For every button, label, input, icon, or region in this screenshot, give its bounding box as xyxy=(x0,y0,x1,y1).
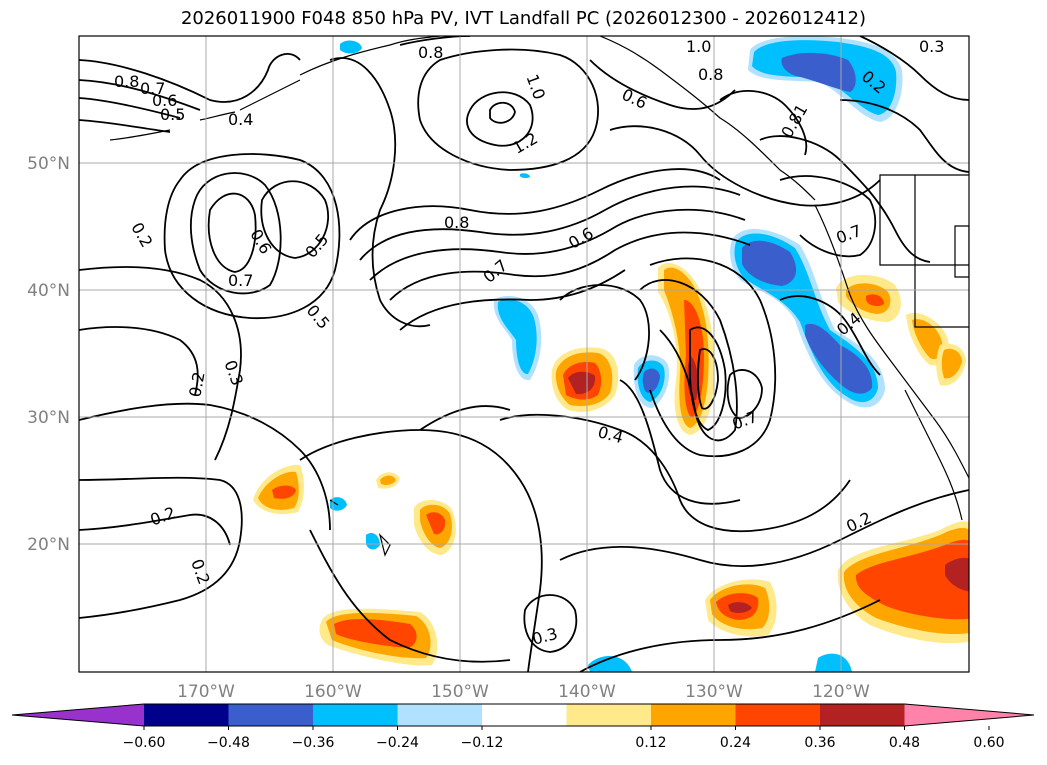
map-area: 0.8 0.7 0.6 0.5 0.4 1.0 1.2 0.8 0.6 1.0 … xyxy=(79,36,969,672)
colorbar-tick-label: 0.36 xyxy=(804,735,835,751)
colorbar-tick-label: −0.12 xyxy=(461,735,504,751)
contour-label: 0.8 xyxy=(418,43,443,62)
colorbar-segment xyxy=(651,704,736,726)
contour-label: 0.5 xyxy=(160,105,185,124)
lon-label: 140°W xyxy=(558,682,616,702)
contour-label: 0.8 xyxy=(444,213,469,232)
colorbar-segment xyxy=(228,704,314,726)
colorbar-segment xyxy=(144,704,229,726)
positive-shading xyxy=(253,262,969,666)
contour-label: 0.7 xyxy=(140,79,165,98)
lat-label: 50°N xyxy=(27,154,70,174)
colorbar-segment xyxy=(566,704,652,726)
colorbar-segment xyxy=(482,704,567,726)
contour-label: 0.6 xyxy=(152,91,177,110)
latitude-labels: 50°N 40°N 30°N 20°N xyxy=(27,154,70,555)
lon-label: 150°W xyxy=(431,682,489,702)
lon-label: 170°W xyxy=(177,682,235,702)
colorbar-segment xyxy=(397,704,483,726)
colorbar-tick-label: 0.48 xyxy=(889,735,920,751)
colorbar-tick-label: 0.24 xyxy=(720,735,751,751)
colorbar-extend-high xyxy=(904,704,1034,726)
contour-label: 1.0 xyxy=(686,37,711,56)
negative-shading xyxy=(330,36,903,672)
pv-contours xyxy=(79,36,969,672)
colorbar-segment xyxy=(313,704,398,726)
colorbar-tick-label: −0.48 xyxy=(207,735,250,751)
map-title: 2026011900 F048 850 hPa PV, IVT Landfall… xyxy=(180,8,867,29)
contour-label: 0.3 xyxy=(919,37,944,56)
contour-label: 0.8 xyxy=(698,65,723,84)
contour-label: 0.4 xyxy=(228,110,253,129)
colorbar-tick-label: 0.60 xyxy=(973,735,1004,751)
map-frame xyxy=(78,35,970,673)
contour-label: 0.8 xyxy=(114,72,139,91)
longitude-labels: 170°W 160°W 150°W 140°W 130°W 120°W xyxy=(177,682,870,702)
colorbar-tick-label: −0.24 xyxy=(376,735,419,751)
contour-label: 0.2 xyxy=(185,370,208,398)
colorbar-extend-low xyxy=(12,704,144,726)
colorbar: −0.60 −0.48 −0.36 −0.24 −0.12 0.12 0.24 0.36 0.4… xyxy=(11,703,1035,751)
contour-label: 0.7 xyxy=(228,271,253,290)
lat-label: 30°N xyxy=(27,408,70,428)
colorbar-tick-label: 0.12 xyxy=(635,735,666,751)
lat-label: 20°N xyxy=(27,535,70,555)
lon-label: 160°W xyxy=(304,682,362,702)
colorbar-tick-label: −0.36 xyxy=(292,735,335,751)
lat-label: 40°N xyxy=(27,281,70,301)
gridlines xyxy=(79,36,969,672)
lon-label: 130°W xyxy=(685,682,743,702)
lon-label: 120°W xyxy=(812,682,870,702)
colorbar-segment xyxy=(820,704,905,726)
colorbar-segment xyxy=(735,704,821,726)
colorbar-tick-label: −0.60 xyxy=(123,735,166,751)
